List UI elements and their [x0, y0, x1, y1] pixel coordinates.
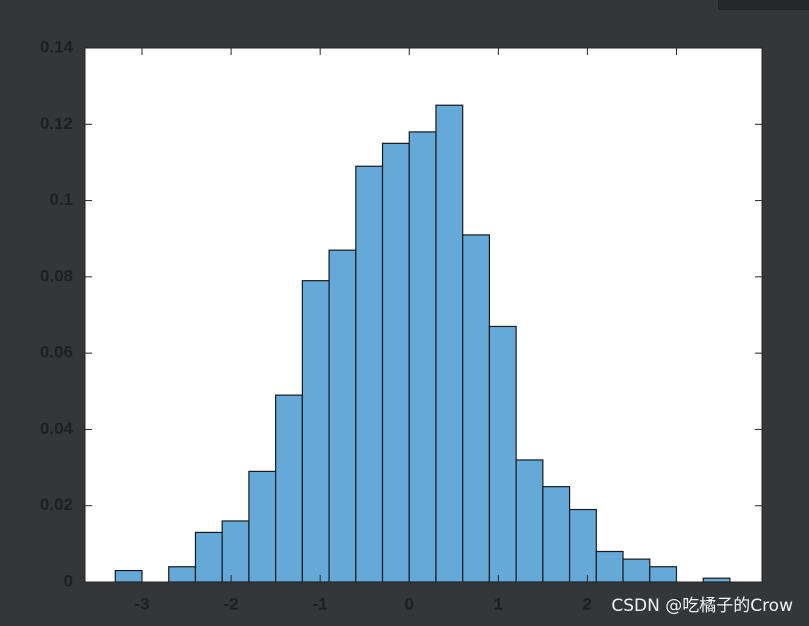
- bar: [355, 165, 384, 583]
- bar: [542, 486, 571, 583]
- x-tick-label: -2: [224, 594, 239, 613]
- bar: [168, 566, 197, 583]
- watermark: CSDN @吃橘子的Crow: [611, 596, 793, 616]
- y-tick-label: 0.12: [40, 114, 73, 133]
- bar: [515, 459, 544, 583]
- y-tick-label: 0.02: [40, 495, 73, 514]
- x-tick-label: 1: [494, 594, 503, 613]
- window-strip: [718, 0, 809, 10]
- axes-box: [84, 47, 763, 583]
- bar: [275, 394, 303, 583]
- y-tick-label: 0.04: [40, 419, 74, 438]
- bar: [595, 550, 624, 583]
- bar: [622, 558, 651, 583]
- bar: [408, 131, 437, 583]
- bar: [328, 249, 357, 583]
- x-tick-label: -1: [313, 594, 328, 613]
- bar: [221, 520, 250, 583]
- bar: [488, 325, 517, 583]
- bar: [301, 280, 330, 583]
- bar: [194, 531, 223, 583]
- bar: [568, 508, 597, 583]
- x-tick-label: 2: [583, 594, 592, 613]
- bar: [248, 470, 277, 583]
- x-tick-label: -3: [134, 594, 149, 613]
- x-tick-label: 3: [672, 594, 681, 613]
- bar: [381, 142, 410, 583]
- y-tick-label: 0: [64, 571, 73, 590]
- y-tick-label: 0.08: [40, 266, 73, 285]
- bar: [649, 566, 678, 583]
- y-tick-label: 0.14: [40, 37, 74, 56]
- y-tick-label: 0.06: [40, 343, 73, 362]
- x-tick-label: 0: [405, 594, 414, 613]
- bar: [702, 577, 731, 583]
- bar: [435, 104, 464, 583]
- bar: [462, 234, 491, 583]
- y-tick-label: 0.1: [49, 190, 73, 209]
- bar: [114, 569, 143, 583]
